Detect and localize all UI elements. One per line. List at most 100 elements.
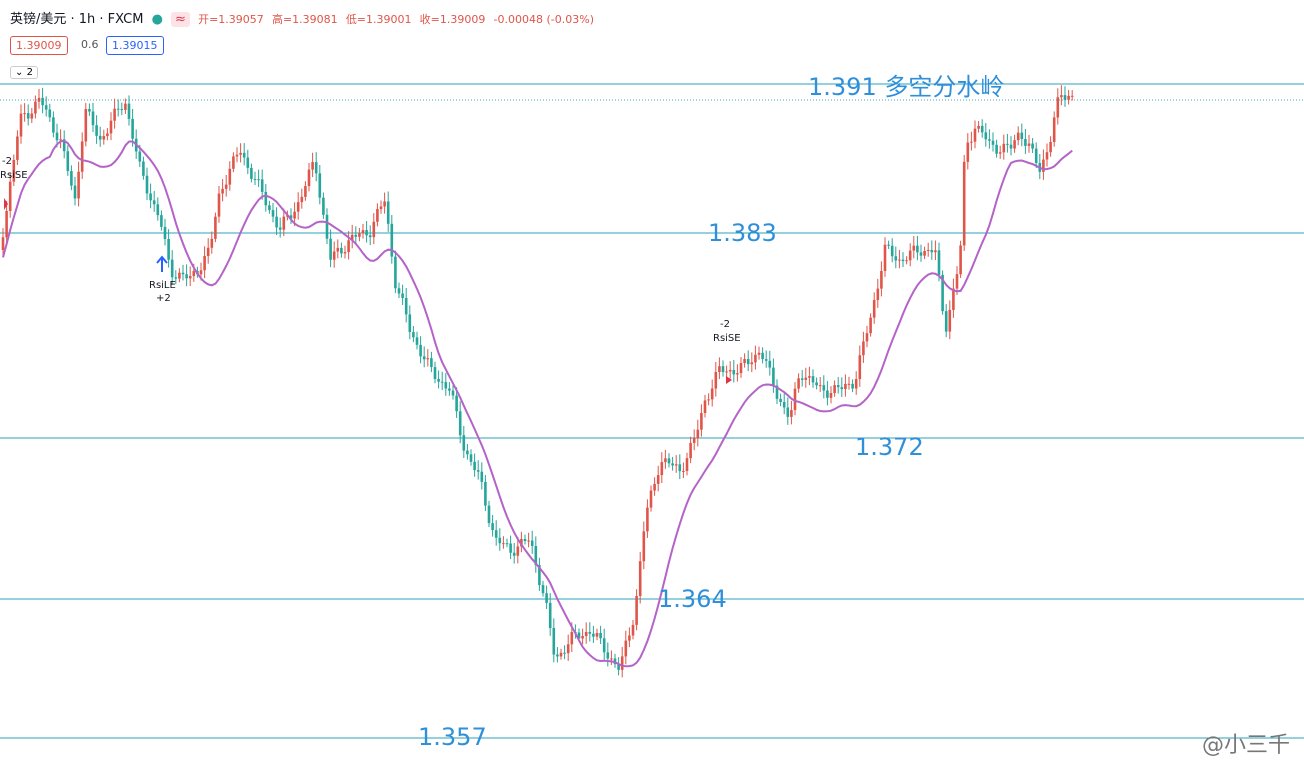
candle — [73, 185, 77, 199]
candle — [646, 507, 649, 532]
candle — [984, 132, 988, 140]
candle — [448, 388, 451, 391]
candle — [714, 372, 718, 389]
candle — [577, 632, 581, 639]
candle — [358, 233, 361, 237]
ask-badge[interactable]: 1.39015 — [106, 36, 164, 55]
candle — [26, 113, 30, 119]
candle — [350, 234, 354, 241]
candle — [494, 530, 498, 538]
candle — [772, 367, 775, 386]
candle — [656, 475, 660, 484]
candle — [952, 288, 955, 310]
candle — [602, 638, 606, 653]
candle — [664, 458, 667, 463]
candle — [41, 97, 44, 106]
candle — [300, 196, 304, 203]
candle — [826, 390, 829, 398]
candle — [430, 358, 433, 368]
candle — [340, 247, 343, 254]
candle — [959, 245, 962, 275]
candle — [170, 259, 174, 278]
candle — [725, 371, 728, 373]
candle — [509, 543, 512, 553]
candle — [858, 355, 862, 380]
candle — [916, 245, 919, 253]
candle — [700, 413, 703, 430]
candle — [329, 238, 332, 260]
candle — [606, 652, 610, 659]
open: 开=1.39057 — [198, 13, 264, 26]
candle — [16, 136, 19, 160]
candle — [671, 463, 674, 466]
change: -0.00048 (-0.03%) — [493, 13, 594, 26]
candle — [793, 388, 797, 411]
candle — [851, 383, 854, 389]
candle — [77, 171, 80, 199]
candle — [167, 239, 170, 260]
candle — [192, 271, 196, 277]
candle — [232, 156, 235, 169]
candle — [469, 454, 473, 462]
candle — [203, 256, 206, 271]
candle — [37, 97, 41, 102]
candle — [556, 654, 559, 657]
candle — [847, 383, 851, 385]
candle — [901, 259, 905, 262]
candle — [811, 376, 815, 383]
candle — [552, 628, 556, 655]
candle — [800, 378, 804, 380]
candle — [476, 470, 480, 472]
candle — [876, 288, 880, 301]
signal-label: RsiLE — [149, 280, 176, 291]
candle — [365, 230, 368, 236]
candle — [390, 223, 394, 257]
candle — [314, 162, 318, 174]
candle — [408, 314, 412, 333]
candle — [718, 366, 721, 373]
candle — [642, 531, 646, 562]
candle — [102, 136, 106, 140]
candle — [653, 483, 656, 491]
candle — [383, 201, 386, 207]
candle — [120, 109, 124, 111]
candle — [1034, 148, 1038, 164]
candle — [343, 252, 347, 254]
candle — [12, 159, 16, 182]
candle — [696, 429, 700, 439]
candle — [1042, 159, 1045, 172]
candle — [898, 259, 901, 261]
candle — [908, 250, 912, 261]
candle — [1, 237, 5, 250]
candle — [235, 154, 239, 157]
candle — [145, 175, 149, 194]
candle — [516, 546, 520, 556]
candle — [397, 288, 401, 294]
candle — [419, 344, 422, 357]
candle — [376, 209, 379, 222]
candle — [970, 141, 973, 143]
candle — [498, 537, 502, 544]
candle — [307, 169, 311, 187]
candle — [473, 461, 476, 471]
candle — [332, 251, 336, 260]
candle — [840, 387, 844, 390]
bid-badge[interactable]: 1.39009 — [10, 36, 68, 55]
candle — [635, 595, 638, 625]
candle — [257, 179, 260, 181]
candle — [304, 186, 307, 197]
candle — [95, 125, 98, 136]
candle — [703, 400, 707, 414]
candle — [70, 171, 73, 186]
candle — [797, 378, 800, 389]
candle — [746, 359, 750, 365]
candle — [1020, 132, 1024, 139]
candle — [1070, 95, 1074, 97]
candle — [124, 103, 127, 110]
high: 高=1.39081 — [271, 13, 338, 26]
collapse-button[interactable]: ⌄ 2 — [10, 66, 38, 79]
candle — [217, 193, 221, 217]
candle — [224, 184, 228, 189]
candle — [59, 139, 62, 141]
candle — [106, 133, 109, 137]
